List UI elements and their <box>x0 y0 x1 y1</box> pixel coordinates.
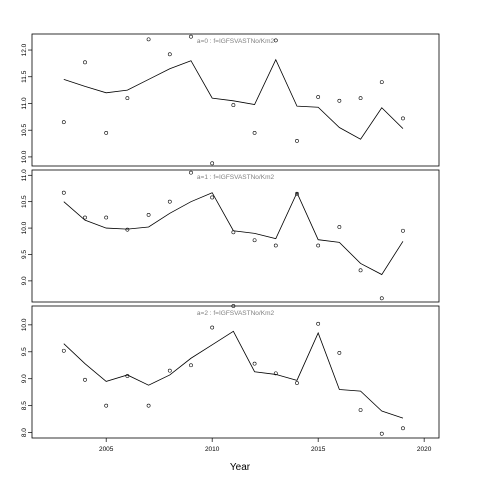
observed-point <box>125 96 130 101</box>
observed-point <box>61 348 66 353</box>
observed-point <box>401 228 405 233</box>
observed-point <box>252 238 257 243</box>
y-tick-label: 10.5 <box>21 195 28 208</box>
observed-point <box>273 371 278 376</box>
y-tick-label: 8.0 <box>21 428 28 437</box>
observed-point <box>401 426 405 431</box>
observed-point <box>146 212 151 217</box>
panel-frame <box>31 33 440 167</box>
observed-point <box>231 304 236 308</box>
observed-point <box>273 38 278 43</box>
x-tick-label: 2020 <box>417 446 432 453</box>
observed-point <box>231 103 236 107</box>
y-tick-label: 10.5 <box>21 123 28 136</box>
chart-panels: a=0 : f=IGFSVASTNo/Km2 10.0 10.5 11.0 11.5 12… <box>21 33 440 439</box>
fitted-line <box>63 58 404 140</box>
observed-point <box>316 95 321 99</box>
observed-point <box>189 170 193 175</box>
observed-point <box>252 130 257 135</box>
y-tick-label: 8.5 <box>21 401 28 410</box>
y-tick-label: 11.5 <box>21 70 28 83</box>
panel-frame <box>31 169 440 303</box>
observed-point <box>379 431 384 436</box>
observed-point <box>316 321 321 326</box>
observed-point <box>189 34 193 39</box>
observed-point <box>379 80 384 84</box>
observed-point <box>210 325 215 330</box>
observed-point <box>167 368 172 373</box>
observed-point <box>358 268 363 273</box>
y-tick-label: 9.0 <box>21 374 28 383</box>
observed-point <box>104 215 109 220</box>
observed-point <box>295 191 299 196</box>
observed-point <box>337 225 342 229</box>
observed-point <box>83 377 87 382</box>
panel-a1: a=1 : f=IGFSVASTNo/Km2 9.0 9.5 10.0 10.5 11.0 <box>21 169 440 303</box>
observed-point <box>125 374 130 378</box>
observed-point <box>337 350 342 355</box>
panel-a0: a=0 : f=IGFSVASTNo/Km2 10.0 10.5 11.0 11.5 12… <box>21 33 440 167</box>
y-tick-label: 9.5 <box>21 347 28 356</box>
observed-point <box>61 120 66 125</box>
observed-point <box>146 403 151 408</box>
y-tick-label: 9.5 <box>21 250 28 259</box>
y-tick-label: 10.0 <box>21 318 28 331</box>
observed-point <box>401 116 405 121</box>
observed-point <box>83 60 87 65</box>
x-axis: 2005 2010 2015 2020 <box>99 438 432 453</box>
observed-point <box>379 296 384 301</box>
observed-point <box>146 37 151 42</box>
x-tick-label: 2005 <box>99 446 114 453</box>
observed-point <box>210 195 215 200</box>
panel-a2: a=2 : f=IGFSVASTNo/Km2 8.0 8.5 9.0 9.5 10.0 <box>21 304 440 439</box>
observed-point <box>273 243 278 248</box>
observed-point <box>189 363 193 368</box>
observed-point <box>358 408 363 412</box>
y-tick-label: 12.0 <box>21 43 28 56</box>
x-tick-label: 2015 <box>311 446 326 453</box>
observed-point <box>295 381 299 385</box>
observed-point <box>295 138 299 143</box>
observed-point <box>167 199 172 204</box>
observed-point <box>358 96 363 101</box>
observed-point <box>104 130 109 135</box>
fitted-line <box>63 330 404 419</box>
observed-point <box>83 215 87 220</box>
y-tick-label: 11.0 <box>21 169 28 182</box>
y-tick-label: 9.0 <box>21 276 28 285</box>
x-axis-title: Year <box>230 462 251 473</box>
observed-point <box>125 227 130 232</box>
observed-point <box>167 52 172 57</box>
panel-title: a=2 : f=IGFSVASTNo/Km2 <box>197 310 275 317</box>
observed-point <box>316 243 321 248</box>
observed-point <box>252 361 257 366</box>
observed-point <box>231 230 236 235</box>
y-tick-label: 10.0 <box>21 221 28 234</box>
x-tick-label: 2010 <box>205 446 220 453</box>
observed-point <box>104 403 109 408</box>
panel-title: a=1 : f=IGFSVASTNo/Km2 <box>197 174 275 181</box>
panel-frame <box>31 305 440 439</box>
panel-title: a=0 : f=IGFSVASTNo/Km2 <box>197 38 275 45</box>
observed-point <box>210 161 215 166</box>
observed-point <box>61 190 66 195</box>
observed-point <box>337 98 342 103</box>
y-tick-label: 11.0 <box>21 97 28 110</box>
y-tick-label: 10.0 <box>21 150 28 163</box>
